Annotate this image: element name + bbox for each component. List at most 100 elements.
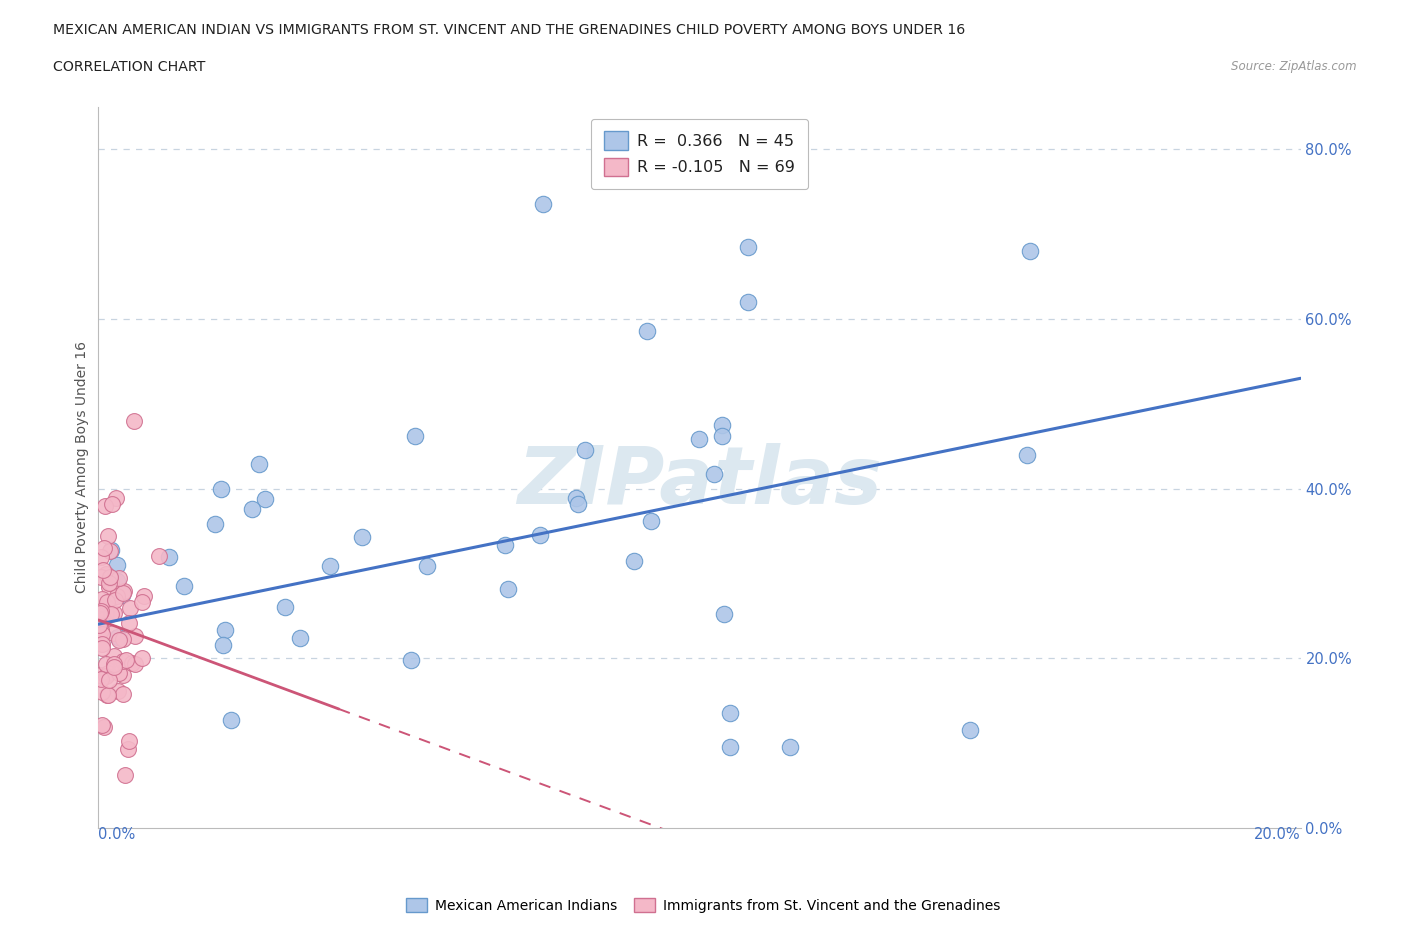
Point: [90, 685, 112, 700]
Point: [173, 578, 195, 593]
Point: [107, 571, 129, 586]
Point: [399, 652, 422, 667]
Point: [713, 606, 735, 621]
Point: [111, 631, 134, 646]
Point: [157, 550, 180, 565]
Point: [214, 622, 236, 637]
Point: [703, 467, 725, 482]
Point: [718, 706, 741, 721]
Point: [98, 575, 121, 590]
Point: [107, 630, 129, 644]
Point: [94, 605, 117, 620]
Point: [111, 587, 134, 602]
Legend: Mexican American Indians, Immigrants from St. Vincent and the Grenadines: Mexican American Indians, Immigrants fro…: [401, 893, 1005, 919]
Point: [94, 657, 117, 671]
Point: [97, 672, 120, 687]
Point: [89, 618, 111, 632]
Point: [90, 672, 112, 687]
Point: [131, 594, 153, 609]
Point: [90, 591, 112, 606]
Point: [90, 604, 112, 618]
Point: [97, 528, 120, 543]
Point: [97, 579, 120, 594]
Point: [101, 497, 124, 512]
Point: [103, 659, 125, 674]
Point: [124, 657, 146, 671]
Point: [93, 541, 115, 556]
Text: MEXICAN AMERICAN INDIAN VS IMMIGRANTS FROM ST. VINCENT AND THE GRENADINES CHILD : MEXICAN AMERICAN INDIAN VS IMMIGRANTS FR…: [53, 23, 966, 37]
Point: [737, 295, 759, 310]
Point: [90, 627, 112, 642]
Point: [103, 626, 125, 641]
Point: [688, 432, 710, 446]
Point: [494, 538, 516, 552]
Point: [529, 527, 551, 542]
Point: [240, 501, 263, 516]
Point: [91, 563, 114, 578]
Point: [105, 573, 128, 588]
Point: [97, 665, 120, 680]
Point: [565, 491, 588, 506]
Point: [496, 581, 519, 596]
Point: [89, 668, 111, 683]
Point: [247, 457, 270, 472]
Point: [108, 632, 131, 647]
Point: [112, 584, 135, 599]
Point: [118, 616, 141, 631]
Point: [253, 492, 276, 507]
Y-axis label: Child Poverty Among Boys Under 16: Child Poverty Among Boys Under 16: [76, 341, 90, 593]
Point: [111, 668, 134, 683]
Point: [90, 717, 112, 732]
Point: [100, 543, 122, 558]
Point: [114, 768, 136, 783]
Point: [204, 516, 226, 531]
Point: [104, 592, 127, 607]
Text: ZIPatlas: ZIPatlas: [517, 443, 882, 521]
Point: [121, 656, 143, 671]
Point: [90, 623, 112, 638]
Point: [108, 665, 131, 680]
Point: [404, 428, 426, 443]
Point: [93, 720, 115, 735]
Point: [103, 657, 125, 671]
Point: [219, 712, 242, 727]
Point: [107, 684, 129, 698]
Point: [111, 585, 134, 600]
Point: [94, 498, 117, 513]
Text: 20.0%: 20.0%: [1254, 827, 1301, 842]
Point: [96, 567, 118, 582]
Point: [105, 557, 128, 572]
Point: [90, 550, 112, 565]
Point: [105, 589, 128, 604]
Text: CORRELATION CHART: CORRELATION CHART: [53, 60, 205, 74]
Point: [117, 742, 139, 757]
Point: [319, 558, 342, 573]
Point: [209, 482, 232, 497]
Point: [100, 606, 122, 621]
Point: [718, 739, 741, 754]
Point: [120, 601, 142, 616]
Point: [737, 239, 759, 254]
Point: [148, 548, 170, 563]
Point: [112, 686, 135, 701]
Point: [623, 554, 645, 569]
Point: [710, 429, 733, 444]
Point: [124, 413, 146, 428]
Text: Source: ZipAtlas.com: Source: ZipAtlas.com: [1232, 60, 1357, 73]
Point: [94, 669, 117, 684]
Point: [111, 653, 134, 668]
Point: [212, 638, 235, 653]
Point: [779, 739, 801, 754]
Point: [124, 629, 146, 644]
Point: [567, 497, 589, 512]
Point: [1015, 447, 1038, 462]
Point: [103, 605, 125, 620]
Point: [96, 594, 118, 609]
Point: [93, 611, 115, 626]
Point: [350, 529, 373, 544]
Point: [97, 687, 120, 702]
Point: [711, 418, 734, 432]
Point: [91, 637, 114, 652]
Point: [98, 543, 121, 558]
Point: [640, 513, 662, 528]
